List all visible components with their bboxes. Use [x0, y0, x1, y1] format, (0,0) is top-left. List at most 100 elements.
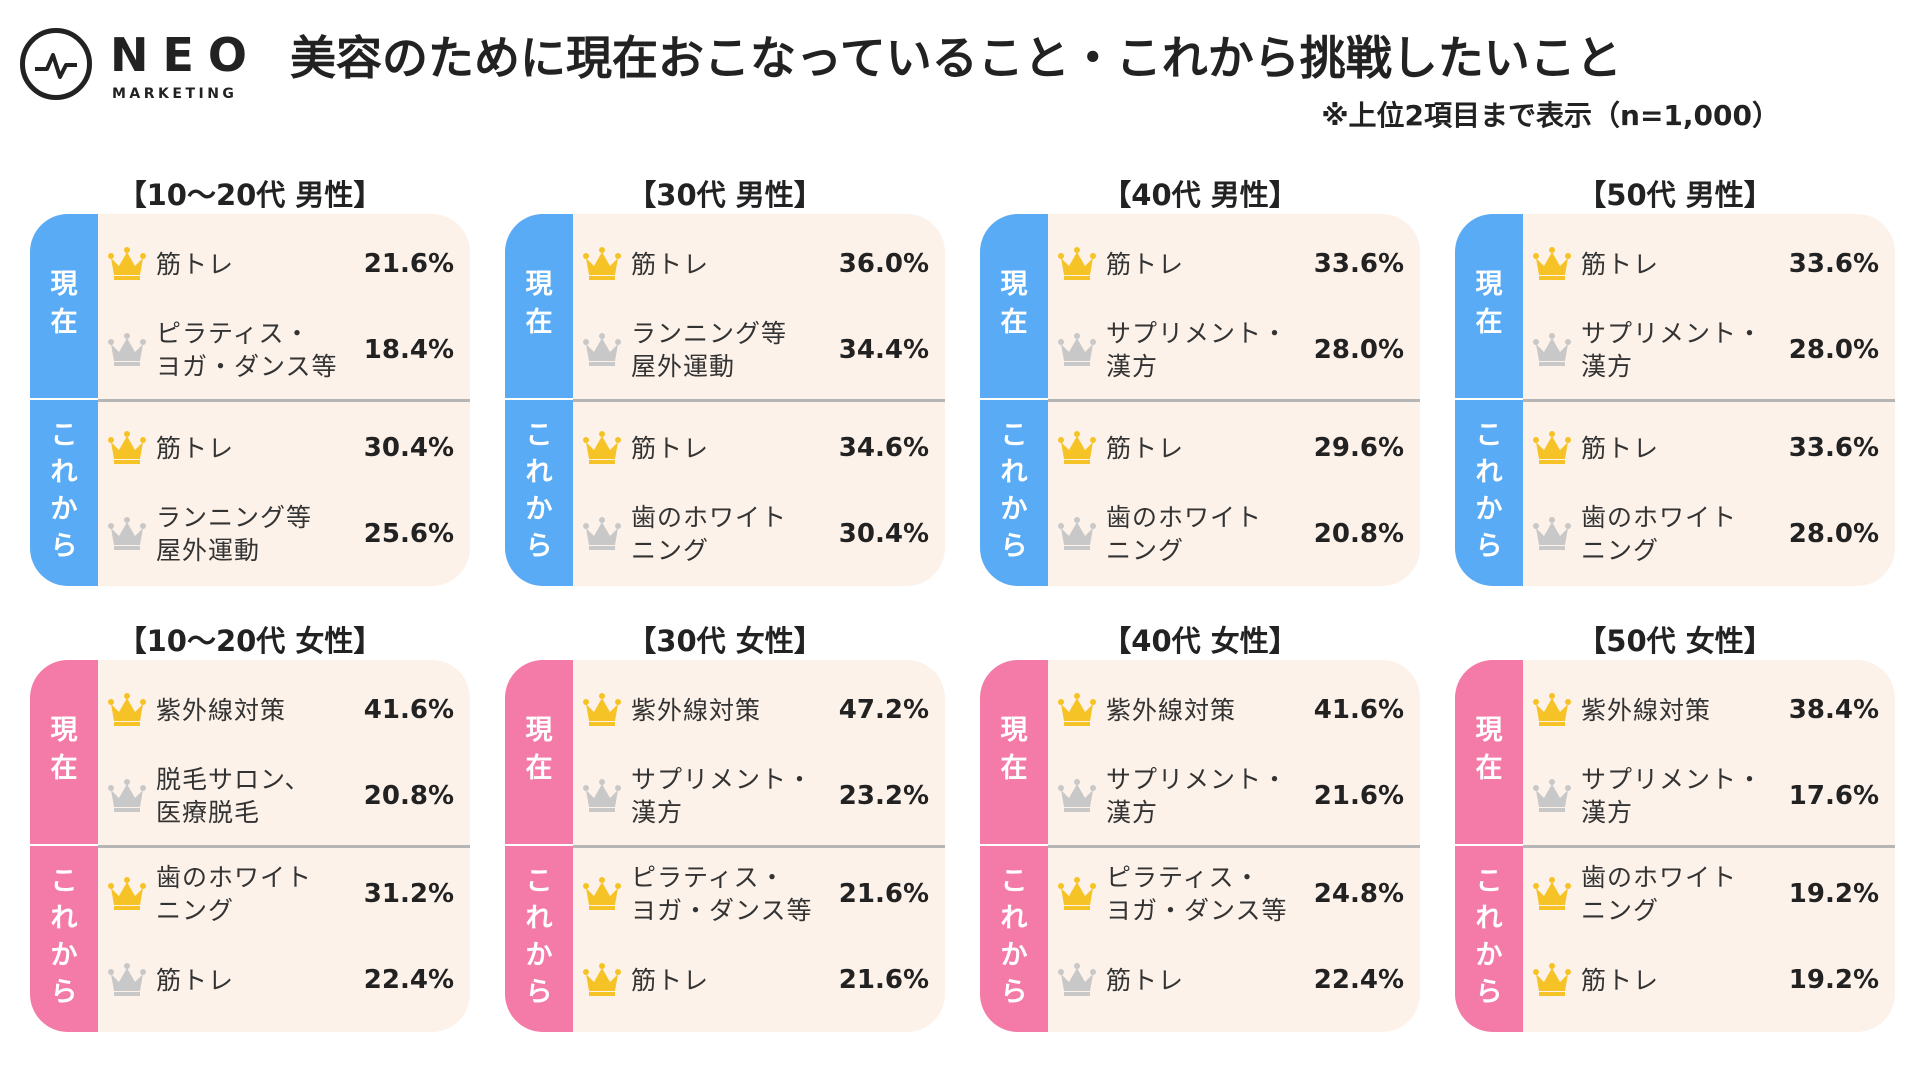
future-label-char: こ — [1475, 866, 1503, 897]
current-band: 現在 — [30, 214, 98, 400]
ranking-row: ランニング等 屋外運動 25.6% — [98, 494, 470, 574]
item-label: サプリメント・ 漢方 — [1581, 765, 1764, 827]
item-label: ピラティス・ ヨガ・ダンス等 — [631, 863, 813, 925]
section-divider — [1523, 845, 1895, 848]
item-percentage: 30.4% — [838, 519, 929, 549]
item-percentage: 29.6% — [1313, 433, 1404, 463]
silver-crown-icon — [1533, 516, 1571, 550]
item-percentage: 28.0% — [1788, 335, 1879, 365]
future-band: これから — [980, 846, 1048, 1032]
ranking-row: ピラティス・ ヨガ・ダンス等 18.4% — [98, 310, 470, 390]
item-percentage: 23.2% — [838, 781, 929, 811]
future-label-char: か — [1000, 494, 1028, 525]
future-label-char: ら — [525, 531, 553, 562]
future-label-char: ら — [1475, 531, 1503, 562]
future-label-char: こ — [525, 866, 553, 897]
current-label-char: 現 — [50, 715, 78, 746]
ranking-row: 筋トレ 19.2% — [1523, 940, 1895, 1020]
gold-crown-icon — [1533, 962, 1571, 996]
future-label-char: れ — [525, 457, 553, 488]
gold-crown-icon — [1533, 246, 1571, 280]
panel-card: 現在これから 紫外線対策 47.2% サプリメント・ 漢方 23.2% ピラティス・ ヨガ… — [505, 660, 945, 1032]
item-percentage: 20.8% — [1313, 519, 1404, 549]
item-label: 紫外線対策 — [156, 695, 287, 725]
panel-card: 現在これから 紫外線対策 41.6% サプリメント・ 漢方 21.6% ピラティス・ ヨガ… — [980, 660, 1420, 1032]
ranking-row: 筋トレ 33.6% — [1523, 224, 1895, 304]
item-label: 筋トレ — [631, 965, 710, 995]
item-percentage: 21.6% — [1313, 781, 1404, 811]
panel-card: 現在これから筋トレ 33.6% サプリメント・ 漢方 28.0% 筋トレ 33.6% 歯のホ… — [1455, 214, 1895, 586]
ranking-row: 歯のホワイト ニング 31.2% — [98, 854, 470, 934]
item-label: ランニング等 屋外運動 — [156, 503, 313, 565]
future-label-char: れ — [1000, 903, 1028, 934]
ranking-row: 筋トレ 33.6% — [1048, 224, 1420, 304]
current-band: 現在 — [980, 660, 1048, 846]
item-label: 歯のホワイト ニング — [1581, 863, 1738, 925]
section-divider — [1048, 399, 1420, 402]
ranking-row: 筋トレ 22.4% — [98, 940, 470, 1020]
future-label-char: か — [50, 940, 78, 971]
current-label: 現在 — [505, 712, 573, 788]
item-percentage: 34.4% — [838, 335, 929, 365]
ranking-row: サプリメント・ 漢方 17.6% — [1523, 756, 1895, 836]
item-label: 脱毛サロン、 医療脱毛 — [156, 765, 311, 827]
item-percentage: 25.6% — [363, 519, 454, 549]
future-label-char: ら — [525, 977, 553, 1008]
silver-crown-icon — [1058, 778, 1096, 812]
future-label-char: か — [525, 940, 553, 971]
item-percentage: 47.2% — [838, 695, 929, 725]
ranking-row: 歯のホワイト ニング 19.2% — [1523, 854, 1895, 934]
gold-crown-icon — [583, 962, 621, 996]
section-divider — [98, 399, 470, 402]
gold-crown-icon — [108, 876, 146, 910]
current-label-char: 現 — [525, 269, 553, 300]
item-label: 筋トレ — [1106, 965, 1185, 995]
current-label-char: 在 — [50, 307, 78, 338]
gold-crown-icon — [108, 246, 146, 280]
panel-title: 【30代 女性】 — [627, 624, 823, 658]
future-label-char: ら — [50, 977, 78, 1008]
current-label-char: 在 — [1000, 753, 1028, 784]
future-label-char: ら — [50, 531, 78, 562]
ranking-row: サプリメント・ 漢方 28.0% — [1048, 310, 1420, 390]
current-band: 現在 — [980, 214, 1048, 400]
panel-title: 【10〜20代 女性】 — [117, 624, 383, 658]
gold-crown-icon — [108, 430, 146, 464]
future-band: これから — [980, 400, 1048, 586]
current-band: 現在 — [1455, 214, 1523, 400]
future-band: これから — [30, 400, 98, 586]
section-divider — [1048, 845, 1420, 848]
panel-title: 【30代 男性】 — [627, 178, 823, 212]
current-label-char: 在 — [525, 307, 553, 338]
ranking-row: サプリメント・ 漢方 28.0% — [1523, 310, 1895, 390]
side-band: 現在これから — [505, 660, 573, 1032]
item-label: 紫外線対策 — [1581, 695, 1712, 725]
item-label: 筋トレ — [1106, 249, 1185, 279]
item-percentage: 41.6% — [1313, 695, 1404, 725]
current-label: 現在 — [30, 712, 98, 788]
silver-crown-icon — [583, 778, 621, 812]
future-label-char: か — [1000, 940, 1028, 971]
current-label-char: 在 — [1475, 753, 1503, 784]
future-label-char: か — [1475, 940, 1503, 971]
item-percentage: 20.8% — [363, 781, 454, 811]
item-percentage: 33.6% — [1788, 433, 1879, 463]
item-label: 歯のホワイト ニング — [1106, 503, 1263, 565]
gold-crown-icon — [1533, 430, 1571, 464]
item-percentage: 30.4% — [363, 433, 454, 463]
page-title: 美容のために現在おこなっていること・これから挑戦したいこと — [290, 31, 1622, 85]
section-divider — [573, 399, 945, 402]
item-label: 筋トレ — [1581, 433, 1660, 463]
future-label-char: か — [525, 494, 553, 525]
future-label: これから — [505, 863, 573, 1011]
gold-crown-icon — [583, 246, 621, 280]
current-label-char: 在 — [525, 753, 553, 784]
item-percentage: 19.2% — [1788, 965, 1879, 995]
side-band: 現在これから — [30, 660, 98, 1032]
silver-crown-icon — [108, 962, 146, 996]
item-label: 筋トレ — [1581, 249, 1660, 279]
current-label: 現在 — [980, 266, 1048, 342]
future-label-char: こ — [1475, 420, 1503, 451]
gold-crown-icon — [108, 692, 146, 726]
item-percentage: 22.4% — [1313, 965, 1404, 995]
